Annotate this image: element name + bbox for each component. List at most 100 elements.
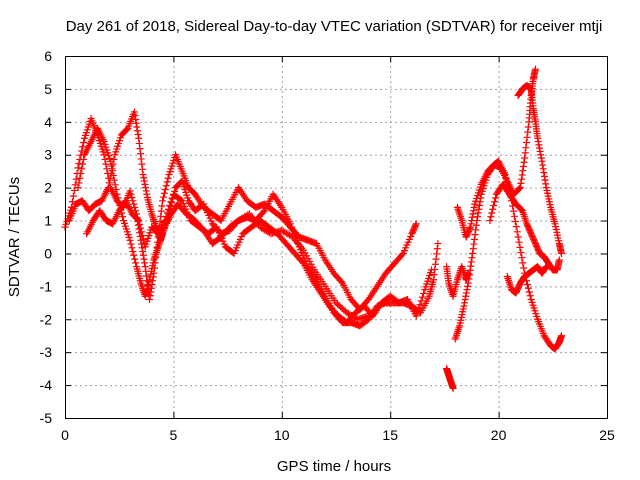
data-point [337,278,345,286]
data-point [109,171,117,179]
data-point [520,264,528,272]
data-point [108,167,116,175]
data-point [128,244,136,252]
y-tick-label: 2 [44,180,52,196]
data-point [112,186,120,194]
data-point [467,258,475,266]
data-point [432,255,440,263]
data-point [413,308,421,316]
data-point [135,134,143,142]
data-point [517,249,525,257]
data-point [466,266,474,274]
data-point [158,202,166,210]
data-point [534,138,542,146]
series-track-5 [443,263,472,300]
series-track-11 [514,82,565,257]
data-point [461,296,469,304]
data-point [534,134,542,142]
data-point [523,280,531,288]
data-point [102,160,110,168]
data-point [518,175,526,183]
data-point [540,172,548,180]
data-point [524,123,532,131]
data-point [502,174,510,182]
series-track-10 [503,263,550,297]
series-track-6 [443,365,457,392]
data-point [538,157,546,165]
data-point [491,198,499,206]
data-point [149,277,157,285]
data-point [143,190,151,198]
data-point [177,196,185,204]
data-point [139,170,147,178]
y-tick-label: -3 [40,344,53,360]
data-point [157,207,165,215]
data-point [512,223,520,231]
data-point [470,207,478,215]
data-point [541,176,549,184]
data-point [466,223,474,231]
data-point [536,147,544,155]
x-tick-label: 20 [491,427,507,443]
data-point [162,182,170,190]
data-point [139,251,147,259]
data-point [80,139,88,147]
data-point [129,197,137,205]
data-point [516,184,524,192]
data-point [416,301,424,309]
data-point [167,202,175,210]
data-point [164,174,172,182]
data-point [412,220,420,228]
data-point [119,213,127,221]
y-axis-label: SDTVAR / TECUs [6,177,23,297]
data-point [139,248,147,256]
data-point [114,194,122,202]
data-point [490,202,498,210]
data-point [524,284,532,292]
data-point [430,276,438,284]
data-point [134,216,142,224]
data-point [516,243,524,251]
data-point [542,180,550,188]
x-tick-label: 10 [274,427,290,443]
data-point [468,213,476,221]
data-point [101,155,109,163]
data-point [133,127,141,135]
data-point [511,217,519,225]
data-point [159,193,167,201]
y-tick-label: -2 [40,311,53,327]
data-point [137,155,145,163]
data-point [105,179,113,187]
data-point [140,177,148,185]
data-point [131,112,139,120]
data-point [412,312,420,320]
data-point [80,155,88,163]
data-point [288,223,296,231]
data-point [522,139,530,147]
data-point [77,170,85,178]
data-point [170,191,178,199]
data-point [140,255,148,263]
data-point [415,304,423,312]
data-point [430,271,438,279]
data-point [161,186,169,194]
data-point [540,169,548,177]
data-point [131,203,139,211]
data-point [137,228,145,236]
data-point [488,209,496,217]
data-point [486,217,494,225]
y-tick-label: 6 [44,48,52,64]
data-point [69,192,77,200]
data-marks [61,65,565,392]
y-tick-label: 0 [44,245,52,261]
y-tick-label: 3 [44,147,52,163]
y-tick-label: -4 [40,377,53,393]
data-point [78,165,86,173]
data-point [138,244,146,252]
data-point [72,175,80,183]
data-point [472,226,480,234]
data-point [524,128,532,136]
data-point [74,164,82,172]
series-track-9 [486,180,563,274]
